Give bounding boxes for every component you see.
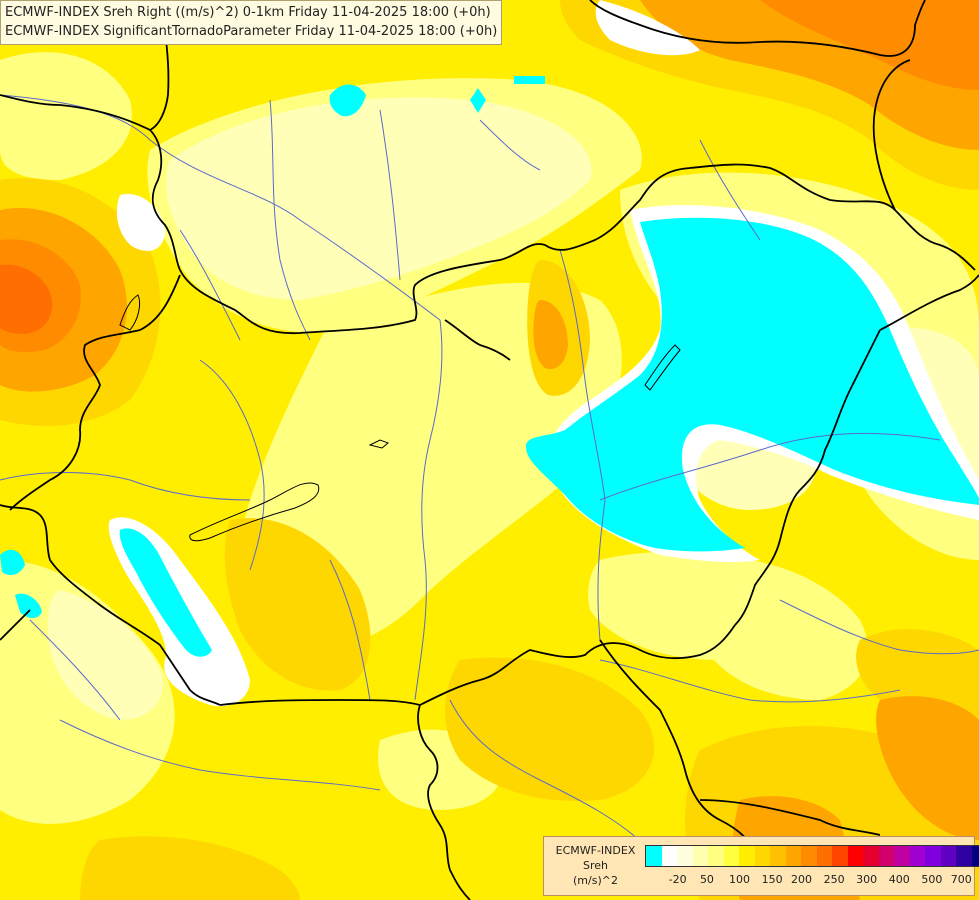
title-line-sreh: ECMWF-INDEX Sreh Right ((m/s)^2) 0-1km F… — [5, 5, 491, 20]
legend-title-line2: Sreh — [582, 859, 608, 872]
legend-color-bar — [645, 845, 979, 867]
legend-tick-label: 700 — [950, 873, 972, 886]
legend-swatch — [940, 846, 956, 866]
legend-swatch — [925, 846, 941, 866]
legend-swatch — [816, 846, 832, 866]
legend-title-line3: (m/s)^2 — [573, 874, 618, 887]
legend-swatch — [661, 846, 677, 866]
legend-swatch — [878, 846, 894, 866]
title-line-stp: ECMWF-INDEX SignificantTornadoParameter … — [5, 24, 498, 39]
legend-tick-label: 400 — [888, 873, 910, 886]
legend-swatch — [692, 846, 708, 866]
legend-swatch — [832, 846, 848, 866]
legend-tick-labels: -20 50 100 150 200 250 300 400 500 700 — [645, 873, 972, 889]
legend-swatch — [863, 846, 879, 866]
lake-outline — [189, 482, 320, 542]
cyan-lake-region — [119, 528, 212, 657]
map-title-box: ECMWF-INDEX Sreh Right ((m/s)^2) 0-1km F… — [0, 0, 503, 45]
legend-swatch — [956, 846, 972, 866]
color-legend: ECMWF-INDEX Sreh (m/s)^2 -20 50 100 150 200 2… — [543, 836, 979, 896]
legend-tick-label: 200 — [790, 873, 812, 886]
cyan-large-region — [525, 217, 979, 552]
legend-title: ECMWF-INDEX Sreh (m/s)^2 — [548, 843, 643, 888]
cyan-zones — [0, 76, 979, 657]
legend-title-line1: ECMWF-INDEX — [555, 844, 636, 857]
legend-swatch — [723, 846, 739, 866]
legend-tick-label: 100 — [729, 873, 751, 886]
legend-swatch — [754, 846, 770, 866]
river-island-outline — [644, 344, 681, 391]
rivers — [0, 94, 979, 851]
legend-tick-label: -20 — [668, 873, 687, 886]
legend-tick-label: 50 — [699, 873, 714, 886]
legend-tick-label: 300 — [856, 873, 878, 886]
small-lake-outline — [368, 439, 389, 449]
legend-swatch — [971, 846, 979, 866]
legend-swatch — [894, 846, 910, 866]
legend-swatch — [770, 846, 786, 866]
legend-swatch — [708, 846, 724, 866]
dark-orange-zones — [0, 0, 979, 353]
legend-swatch — [801, 846, 817, 866]
legend-swatch — [739, 846, 755, 866]
legend-swatch — [677, 846, 693, 866]
legend-tick-label: 250 — [823, 873, 845, 886]
legend-swatch — [785, 846, 801, 866]
legend-swatch — [847, 846, 863, 866]
legend-tick-label: 150 — [761, 873, 783, 886]
legend-swatch — [646, 846, 662, 866]
legend-swatch — [909, 846, 925, 866]
legend-tick-label: 500 — [921, 873, 943, 886]
reservoir-outline — [119, 294, 141, 331]
